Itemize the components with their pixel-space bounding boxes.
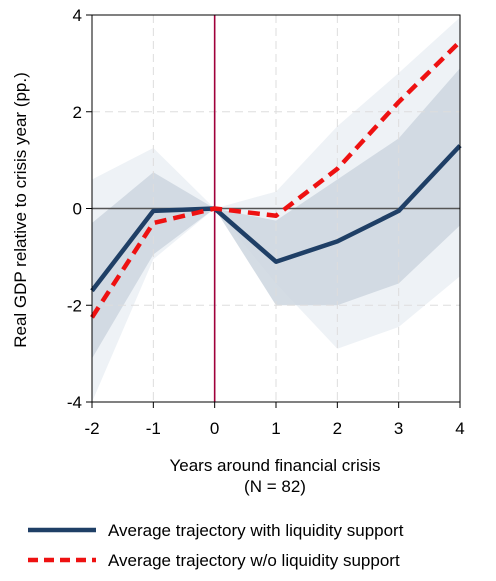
y-tick-label: 0 [73,200,82,219]
x-tick-label: -1 [146,419,161,438]
legend-label-without-support: Average trajectory w/o liquidity support [108,551,400,570]
y-tick-label: -4 [67,393,82,412]
confidence-band-without-support [92,17,460,402]
x-tick-label: 1 [271,419,280,438]
legend: Average trajectory with liquidity suppor… [28,521,404,570]
x-tick-label: -2 [84,419,99,438]
y-tick-label: 2 [73,103,82,122]
x-tick-label: 3 [394,419,403,438]
y-axis-label: Real GDP relative to crisis year (pp.) [11,72,30,348]
series-line-with-support [90,144,462,293]
x-tick-label: 4 [455,419,464,438]
series-line-without-support [90,40,462,319]
x-tick-label: 0 [210,419,219,438]
x-axis-note: (N = 82) [244,477,306,496]
x-axis-label: Years around financial crisis [169,456,380,475]
legend-label-with-support: Average trajectory with liquidity suppor… [108,521,404,540]
x-tick-label: 2 [333,419,342,438]
y-tick-label: -2 [67,296,82,315]
y-tick-label: 4 [73,6,82,25]
confidence-band-with-support [92,68,460,359]
